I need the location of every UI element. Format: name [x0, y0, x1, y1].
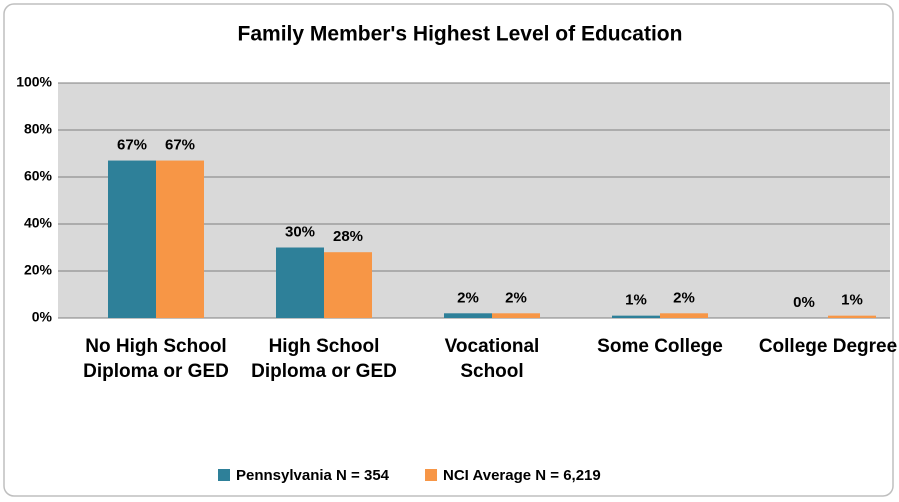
y-tick-label: 0%	[32, 309, 53, 325]
data-label: 28%	[333, 228, 363, 245]
x-tick-label: College Degree	[758, 336, 898, 357]
bar	[324, 252, 372, 318]
y-tick-label: 100%	[16, 74, 52, 90]
bar	[108, 160, 156, 318]
data-label: 30%	[285, 223, 315, 240]
data-label: 2%	[673, 289, 695, 306]
y-tick-label: 20%	[24, 262, 53, 278]
bar	[492, 313, 540, 318]
bar	[156, 160, 204, 318]
bar	[612, 315, 660, 318]
data-label: 67%	[117, 137, 147, 154]
bar	[276, 247, 324, 318]
x-tick-label: Some College	[597, 336, 723, 357]
y-tick-label: 80%	[24, 121, 53, 137]
x-tick-label: No High School Diploma or GED	[83, 336, 229, 382]
legend-swatch	[425, 469, 438, 481]
x-tick-label: High School Diploma or GED	[251, 336, 397, 382]
bar	[828, 315, 876, 318]
data-label: 2%	[457, 289, 479, 306]
chart-title: Family Member's Highest Level of Educati…	[238, 23, 683, 46]
data-label: 67%	[165, 137, 195, 154]
y-tick-label: 40%	[24, 215, 53, 231]
legend-label: Pennsylvania N = 354	[236, 467, 390, 484]
data-label: 1%	[625, 292, 647, 309]
legend-swatch	[218, 469, 230, 481]
data-label: 0%	[793, 294, 815, 311]
bar	[660, 313, 708, 318]
x-tick-label: Vocational School	[444, 336, 540, 382]
bar	[444, 313, 492, 318]
data-label: 2%	[505, 289, 527, 306]
legend-label: NCI Average N = 6,219	[443, 467, 601, 484]
y-tick-label: 60%	[24, 168, 53, 184]
data-label: 1%	[841, 292, 863, 309]
